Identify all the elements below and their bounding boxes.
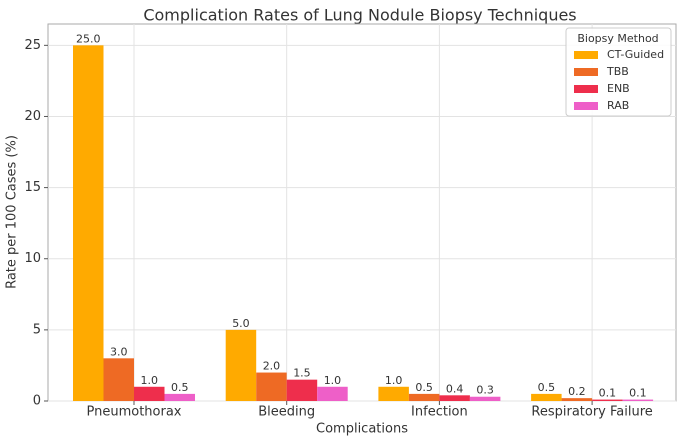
bar [103, 358, 134, 401]
bar-value-label: 25.0 [76, 32, 101, 45]
legend-swatch [574, 102, 598, 110]
legend-entry: TBB [606, 65, 629, 78]
bar [286, 379, 318, 401]
legend-entry: ENB [607, 82, 630, 95]
bar-value-label: 0.5 [171, 381, 189, 394]
chart-title: Complication Rates of Lung Nodule Biopsy… [143, 6, 576, 25]
bar-value-label: 0.3 [476, 384, 494, 397]
y-tick-label: 0 [33, 394, 41, 409]
x-tick-label: Infection [411, 405, 468, 420]
bar-labels: 25.0 5.0 1.0 0.5 3.0 2.0 0.5 0.2 1.0 1.5 0.4 0.1 0.5… [76, 32, 647, 399]
legend-title: Biopsy Method [577, 32, 658, 45]
y-axis: 0 5 10 15 20 25 [24, 38, 48, 409]
bar [439, 395, 470, 401]
x-tick-label: Respiratory Failure [531, 405, 652, 420]
x-axis: Pneumothorax Bleeding Infection Respiratory… [87, 401, 653, 420]
bar [134, 386, 165, 401]
x-axis-label: Complications [316, 422, 408, 437]
bar [622, 399, 654, 401]
legend-swatch [574, 68, 598, 76]
bar-value-label: 5.0 [232, 317, 250, 330]
bar [592, 399, 623, 401]
bar [164, 393, 195, 401]
bar [469, 396, 501, 401]
bar-value-label: 1.0 [324, 374, 342, 387]
y-tick-label: 10 [24, 251, 41, 266]
bar [561, 398, 593, 401]
legend: Biopsy Method CT-Guided TBB ENB RAB [565, 27, 672, 117]
bar [531, 393, 562, 401]
bar-value-label: 3.0 [110, 345, 128, 358]
bar [73, 45, 104, 401]
legend-frame [565, 27, 672, 117]
x-tick-label: Bleeding [258, 405, 315, 420]
bar-value-label: 0.2 [568, 385, 586, 398]
bar-value-label: 1.0 [141, 374, 159, 387]
legend-entry: RAB [607, 99, 629, 112]
bars [73, 45, 654, 401]
y-tick-label: 5 [33, 322, 41, 337]
bar-value-label: 0.1 [599, 387, 617, 400]
legend-entry: CT-Guided [607, 48, 664, 61]
bar-value-label: 0.5 [538, 381, 556, 394]
bar-value-label: 0.5 [415, 381, 433, 394]
bar [317, 386, 348, 401]
bar-value-label: 1.0 [385, 374, 403, 387]
y-tick-label: 15 [24, 180, 41, 195]
bar-value-label: 2.0 [263, 360, 281, 373]
bar-value-label: 0.1 [629, 387, 647, 400]
bar [256, 372, 287, 401]
bar [225, 329, 257, 401]
bar-value-label: 1.5 [293, 367, 311, 380]
bar [408, 393, 440, 401]
legend-swatch [574, 85, 598, 93]
y-axis-label: Rate per 100 Cases (%) [5, 135, 20, 289]
legend-swatch [574, 51, 598, 59]
y-tick-label: 25 [24, 38, 41, 53]
x-tick-label: Pneumothorax [87, 405, 182, 420]
bar [378, 386, 409, 401]
bar-value-label: 0.4 [446, 382, 464, 395]
y-tick-label: 20 [24, 109, 41, 124]
